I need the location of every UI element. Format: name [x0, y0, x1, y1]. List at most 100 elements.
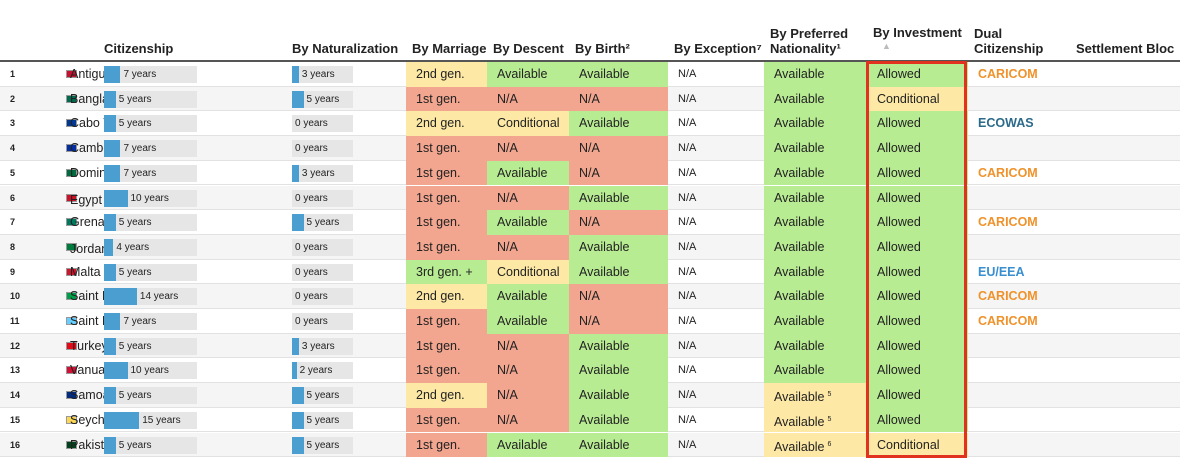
cell-text: N/A [497, 388, 518, 403]
bar-label: 7 years [123, 69, 157, 80]
cell-text: EU/EEA [978, 264, 1025, 279]
cell: N/A [668, 235, 764, 260]
cell: N/A [487, 407, 569, 433]
cell-text: 2nd gen. [416, 289, 465, 304]
bar-track [292, 189, 353, 207]
cell: N/A [569, 210, 668, 235]
row-index: 3 [10, 118, 16, 129]
cell: Malta [60, 260, 101, 285]
row-index: 6 [10, 192, 16, 203]
bar-track [104, 115, 197, 133]
flag-icon [66, 415, 77, 424]
cell: Saint Kitts & Nevis [60, 284, 173, 309]
bar-label: 0 years [295, 118, 328, 130]
cell: Allowed [867, 358, 968, 384]
bar-label: 2 years [299, 365, 333, 377]
cell-text: Egypt [70, 192, 102, 207]
cell: Allowed [867, 383, 968, 408]
column-header: By Preferred Nationality¹ [770, 26, 849, 56]
bar-label: 5 years [118, 93, 152, 105]
flag-icon [66, 391, 77, 400]
cell-text: N/A [497, 338, 518, 353]
bar [292, 90, 304, 108]
cell-text: N/A [678, 68, 697, 80]
cell: Available [764, 210, 867, 235]
cell: Available [569, 259, 668, 285]
cell-text: N/A [678, 191, 697, 204]
cell: N/A [569, 160, 668, 186]
cell-text: Allowed [877, 141, 921, 156]
cell: Allowed [867, 259, 968, 285]
cell-text: Available [774, 239, 825, 254]
cell: Vanuatu [60, 358, 116, 383]
sort-arrow[interactable]: ▲ [882, 41, 891, 51]
cell: Available [569, 185, 668, 211]
bar-label: 0 years [295, 266, 328, 278]
cell: N/A [668, 408, 764, 433]
row-index: 9 [10, 266, 16, 277]
cell: N/A [668, 334, 764, 359]
row-index: 8 [10, 241, 16, 252]
cell-text: 1st gen. [416, 314, 461, 328]
cell-text: Available [774, 190, 825, 205]
cell-text: Available [497, 437, 548, 452]
flag-icon [66, 168, 77, 177]
row-index: 12 [10, 340, 21, 351]
bar [292, 436, 304, 454]
column-header: By Investment [873, 25, 962, 40]
cell: N/A [487, 333, 569, 359]
cell-text: Available [774, 414, 825, 429]
cell: N/A [487, 234, 569, 260]
bar-label: 5 years [118, 118, 152, 130]
row-index: 13 [10, 365, 21, 376]
cell: 1st gen. [406, 86, 487, 112]
column-header: By Exception⁷ [674, 41, 762, 56]
cell-text: N/A [678, 166, 697, 179]
bar-label: 7 years [123, 316, 157, 327]
cell-text: 1st gen. [416, 141, 461, 156]
flag-icon [66, 119, 77, 128]
cell: 2nd gen. [406, 383, 487, 408]
cell: Available 5 [764, 383, 867, 408]
cell-text: Available [579, 116, 630, 131]
cell-text: Available [774, 165, 825, 180]
bar [292, 362, 297, 380]
row-index: 16 [10, 439, 21, 450]
bar-track [104, 238, 197, 256]
cell: Available 6 [764, 432, 867, 458]
cell: Cabo Verde [60, 111, 136, 136]
row-index: 10 [10, 291, 21, 302]
cell: N/A [569, 136, 668, 161]
cell-text: 2nd gen. [416, 116, 465, 131]
bar [104, 238, 114, 256]
cell: CARICOM [968, 284, 1070, 309]
cell-text: N/A [678, 364, 697, 377]
flag-icon [66, 440, 77, 449]
cell: Allowed [867, 160, 968, 186]
cell: 1st gen. [406, 358, 487, 384]
bar-track [292, 164, 353, 182]
bar [104, 140, 121, 158]
cell-text: Available [497, 67, 548, 81]
bar-label: 5 years [118, 439, 152, 451]
column-header: By Naturalization [292, 41, 399, 56]
bar-label: 10 years [130, 365, 169, 377]
cell-text: N/A [678, 142, 697, 155]
cell-text: CARICOM [978, 314, 1038, 328]
cell: CARICOM [968, 62, 1070, 87]
bar [104, 214, 116, 232]
highlight-box [866, 61, 967, 459]
bar [104, 115, 116, 133]
flag-icon [66, 317, 77, 325]
cell: Available [764, 284, 867, 309]
bar-label: 0 years [295, 316, 328, 327]
cell-text: ECOWAS [978, 116, 1034, 131]
bar-label: 5 years [306, 439, 340, 451]
bar-track [292, 337, 353, 355]
cell: 1st gen. [406, 333, 487, 359]
cell-text: 1st gen. [416, 190, 461, 205]
bar [104, 263, 116, 281]
cell-text: Malta [70, 264, 101, 279]
row-index: 11 [10, 316, 20, 326]
cell-text: Jordan [70, 242, 109, 257]
